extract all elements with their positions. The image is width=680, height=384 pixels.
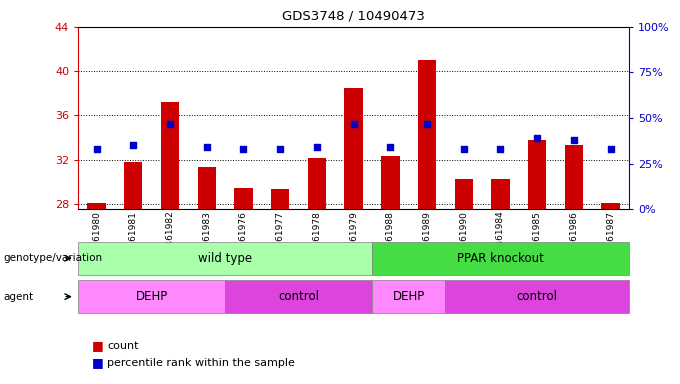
Point bbox=[495, 146, 506, 152]
Text: control: control bbox=[278, 290, 319, 303]
Point bbox=[568, 137, 579, 143]
Bar bbox=[78, 242, 372, 275]
Bar bbox=[564, 145, 583, 209]
Bar bbox=[160, 102, 180, 209]
Point bbox=[311, 144, 322, 151]
Point bbox=[348, 121, 359, 127]
Text: PPAR knockout: PPAR knockout bbox=[457, 252, 544, 265]
Text: percentile rank within the sample: percentile rank within the sample bbox=[107, 358, 295, 368]
Bar bbox=[124, 162, 142, 209]
Point bbox=[275, 146, 286, 152]
Bar bbox=[491, 179, 510, 209]
Bar bbox=[445, 280, 629, 313]
Point bbox=[458, 146, 469, 152]
Text: DEHP: DEHP bbox=[135, 290, 168, 303]
Bar bbox=[372, 242, 629, 275]
Text: ■: ■ bbox=[92, 356, 103, 369]
Bar bbox=[87, 203, 106, 209]
Text: ■: ■ bbox=[92, 339, 103, 352]
Bar bbox=[372, 280, 445, 313]
Text: agent: agent bbox=[3, 291, 33, 302]
Point bbox=[201, 144, 212, 151]
Point bbox=[128, 142, 139, 149]
Bar bbox=[78, 280, 225, 313]
Text: control: control bbox=[517, 290, 558, 303]
Bar bbox=[381, 156, 400, 209]
Point bbox=[91, 146, 102, 152]
Bar bbox=[197, 167, 216, 209]
Bar bbox=[528, 140, 547, 209]
Bar bbox=[344, 88, 363, 209]
Text: genotype/variation: genotype/variation bbox=[3, 253, 103, 263]
Point bbox=[165, 121, 175, 127]
Point bbox=[605, 146, 616, 152]
Point bbox=[385, 144, 396, 151]
Bar bbox=[418, 60, 437, 209]
Point bbox=[422, 121, 432, 127]
Text: count: count bbox=[107, 341, 139, 351]
Bar bbox=[454, 179, 473, 209]
Bar bbox=[225, 280, 372, 313]
Point bbox=[532, 135, 543, 141]
Bar bbox=[307, 159, 326, 209]
Text: GDS3748 / 10490473: GDS3748 / 10490473 bbox=[282, 10, 425, 23]
Bar bbox=[271, 189, 290, 209]
Text: DEHP: DEHP bbox=[392, 290, 425, 303]
Bar bbox=[602, 203, 620, 209]
Point bbox=[238, 146, 249, 152]
Text: wild type: wild type bbox=[198, 252, 252, 265]
Bar bbox=[234, 188, 253, 209]
